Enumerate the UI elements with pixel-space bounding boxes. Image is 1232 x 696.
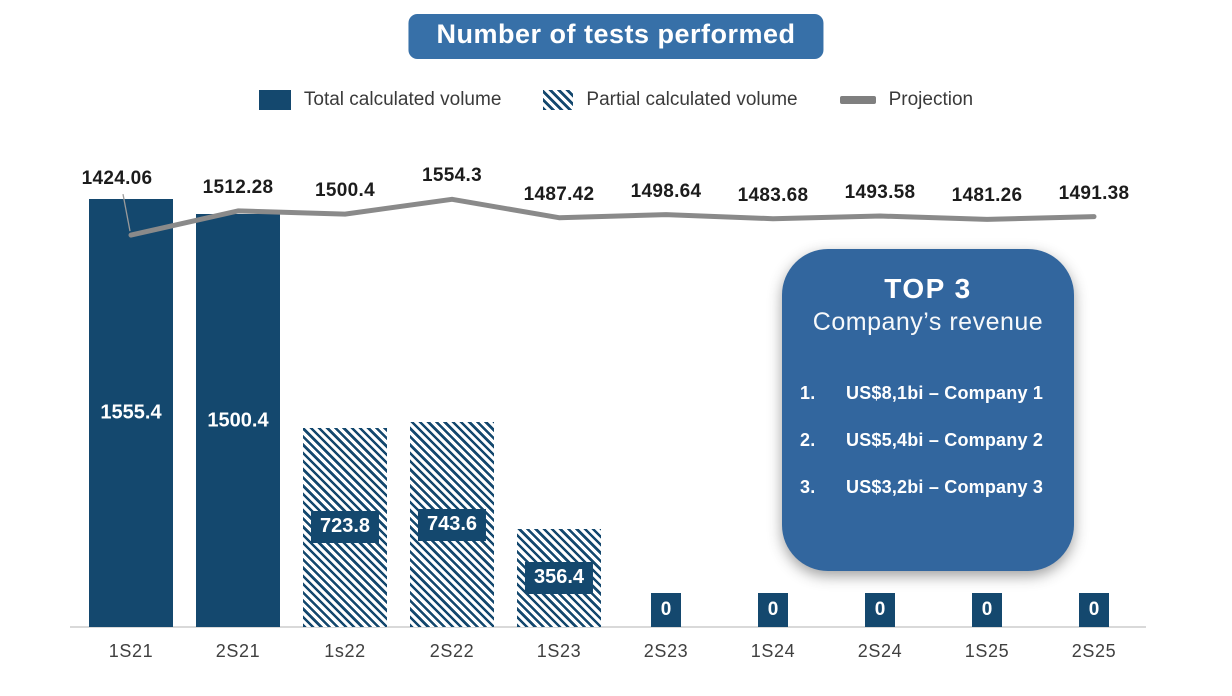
projection-value-label: 1512.28 bbox=[202, 176, 274, 198]
x-axis-label: 2S24 bbox=[857, 641, 903, 661]
legend-line-swatch-icon bbox=[839, 96, 876, 104]
legend-label: Projection bbox=[888, 89, 974, 110]
bar-value-label: 1555.4 bbox=[100, 401, 162, 424]
zero-value-chip: 0 bbox=[1079, 593, 1109, 627]
top3-item-text: US$3,2bi – Company 3 bbox=[846, 477, 1044, 497]
top3-item-text: US$8,1bi – Company 1 bbox=[846, 383, 1044, 403]
solid-bar bbox=[89, 199, 173, 627]
top3-card-title: TOP 3 bbox=[884, 273, 972, 304]
zero-value-chip: 0 bbox=[758, 593, 788, 627]
x-axis-label: 1S21 bbox=[108, 641, 154, 661]
legend-label: Partial calculated volume bbox=[586, 89, 798, 110]
zero-value-chip: 0 bbox=[972, 593, 1002, 627]
chart-legend: Total calculated volume Partial calculate… bbox=[0, 86, 1232, 114]
top3-card-list: 1. US$8,1bi – Company 1 2. US$5,4bi – Compa… bbox=[782, 383, 1074, 498]
x-axis-label: 1S23 bbox=[536, 641, 582, 661]
x-axis-label: 1S24 bbox=[750, 641, 796, 661]
top3-card-subtitle: Company’s revenue bbox=[812, 308, 1044, 336]
top3-list-item: 3. US$3,2bi – Company 3 bbox=[796, 477, 1060, 498]
projection-value-label: 1491.38 bbox=[1058, 182, 1130, 204]
x-axis-line bbox=[70, 626, 1146, 628]
legend-solid-swatch-icon bbox=[258, 90, 291, 110]
top3-item-rank: 3. bbox=[800, 477, 816, 497]
top3-list-item: 1. US$8,1bi – Company 1 bbox=[796, 383, 1060, 404]
legend-item-hatched: Partial calculated volume bbox=[543, 89, 798, 111]
top3-revenue-card: TOP 3 Company’s revenue 1. US$8,1bi – Com… bbox=[782, 249, 1074, 571]
top3-item-rank: 2. bbox=[800, 430, 816, 450]
top3-list-item: 2. US$5,4bi – Company 2 bbox=[796, 430, 1060, 451]
top3-item-rank: 1. bbox=[800, 383, 816, 403]
bar-value-label: 1500.4 bbox=[207, 409, 269, 432]
solid-bar bbox=[196, 214, 280, 627]
legend-item-line: Projection bbox=[839, 89, 974, 111]
x-axis-label: 2S22 bbox=[429, 641, 475, 661]
projection-value-label: 1487.42 bbox=[523, 183, 595, 205]
projection-value-label: 1554.3 bbox=[422, 165, 482, 187]
projection-value-label: 1481.26 bbox=[951, 185, 1023, 207]
projection-value-label: 1498.64 bbox=[630, 180, 702, 202]
projection-value-label: 1493.58 bbox=[844, 182, 916, 203]
legend-hatched-swatch-icon bbox=[543, 90, 574, 110]
x-axis-label: 2S23 bbox=[643, 641, 689, 661]
projection-value-label: 1424.06 bbox=[81, 168, 153, 190]
legend-label: Total calculated volume bbox=[303, 89, 502, 110]
top3-item-text: US$5,4bi – Company 2 bbox=[846, 430, 1044, 450]
x-axis-label: 2S25 bbox=[1071, 641, 1117, 661]
x-axis-label: 1s22 bbox=[324, 641, 366, 661]
x-axis-label: 1S25 bbox=[964, 641, 1010, 661]
zero-value-chip: 0 bbox=[865, 593, 895, 627]
x-axis-label: 2S21 bbox=[215, 641, 261, 661]
bar-value-chip: 356.4 bbox=[524, 561, 594, 594]
legend-item-solid: Total calculated volume bbox=[258, 89, 502, 111]
bar-value-chip: 723.8 bbox=[310, 511, 380, 544]
zero-value-chip: 0 bbox=[651, 593, 681, 627]
projection-value-label: 1500.4 bbox=[315, 180, 375, 202]
projection-value-label: 1483.68 bbox=[737, 184, 809, 206]
chart-title: Number of tests performed bbox=[408, 14, 824, 59]
bar-value-chip: 743.6 bbox=[417, 508, 487, 541]
